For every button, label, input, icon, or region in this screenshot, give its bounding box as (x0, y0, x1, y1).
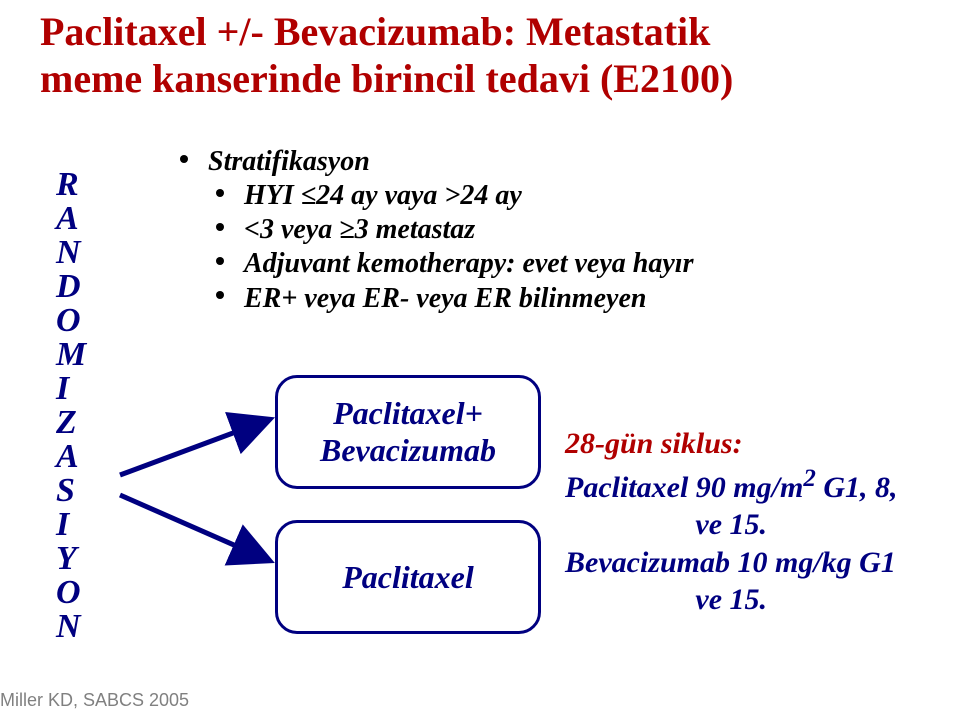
arm-box-paclitaxel-bevacizumab: Paclitaxel+ Bevacizumab (275, 375, 541, 489)
cycle-line1: 28-gün siklus: (565, 425, 897, 463)
box-bottom-line1: Paclitaxel (342, 559, 474, 596)
cycle-line2: Paclitaxel 90 mg/m2 G1, 8, (565, 463, 897, 507)
arrow-bottom (120, 495, 268, 560)
arm-box-paclitaxel: Paclitaxel (275, 520, 541, 634)
cycle-line5: ve 15. (565, 581, 897, 619)
citation: Miller KD, SABCS 2005 (0, 690, 189, 711)
slide: Paclitaxel +/- Bevacizumab: Metastatik m… (0, 0, 960, 713)
cycle-line4: Bevacizumab 10 mg/kg G1 (565, 544, 897, 582)
arrow-top (120, 420, 268, 475)
box-top-line2: Bevacizumab (320, 432, 496, 469)
box-top-line1: Paclitaxel+ (333, 395, 483, 432)
cycle-line3: ve 15. (565, 506, 897, 544)
cycle-description: 28-gün siklus: Paclitaxel 90 mg/m2 G1, 8… (565, 425, 897, 619)
